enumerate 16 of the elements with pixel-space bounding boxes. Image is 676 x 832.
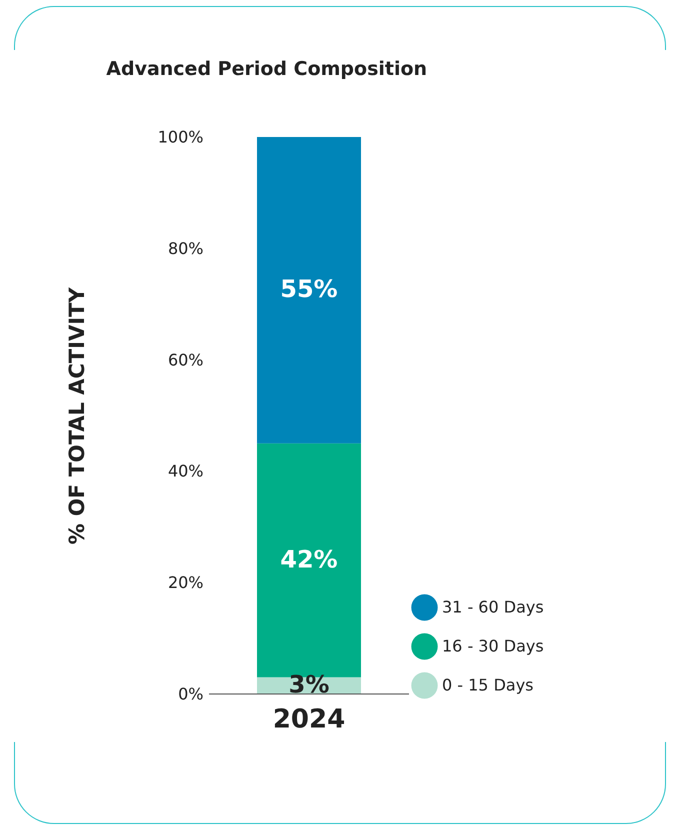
y-tick-label: 60% [168,350,204,370]
data-label: 55% [280,275,338,304]
y-tick-label: 100% [158,128,204,146]
chart-title: Advanced Period Composition [106,58,428,80]
y-tick-label: 80% [168,238,204,258]
legend-label: 0 - 15 Days [442,676,534,694]
data-label: 3% [288,670,330,699]
x-tick-label: 2024 [272,704,346,734]
bar [257,137,361,444]
legend-label: 31 - 60 Days [442,598,544,616]
legend-label: 16 - 30 Days [442,636,544,656]
y-tick-label: 40% [168,462,204,481]
y-axis-title: % OF TOTAL ACTIVITY [64,286,89,545]
data-label: 42% [280,545,338,574]
y-tick-label: 0% [178,684,204,704]
y-tick-label: 20% [168,573,204,592]
